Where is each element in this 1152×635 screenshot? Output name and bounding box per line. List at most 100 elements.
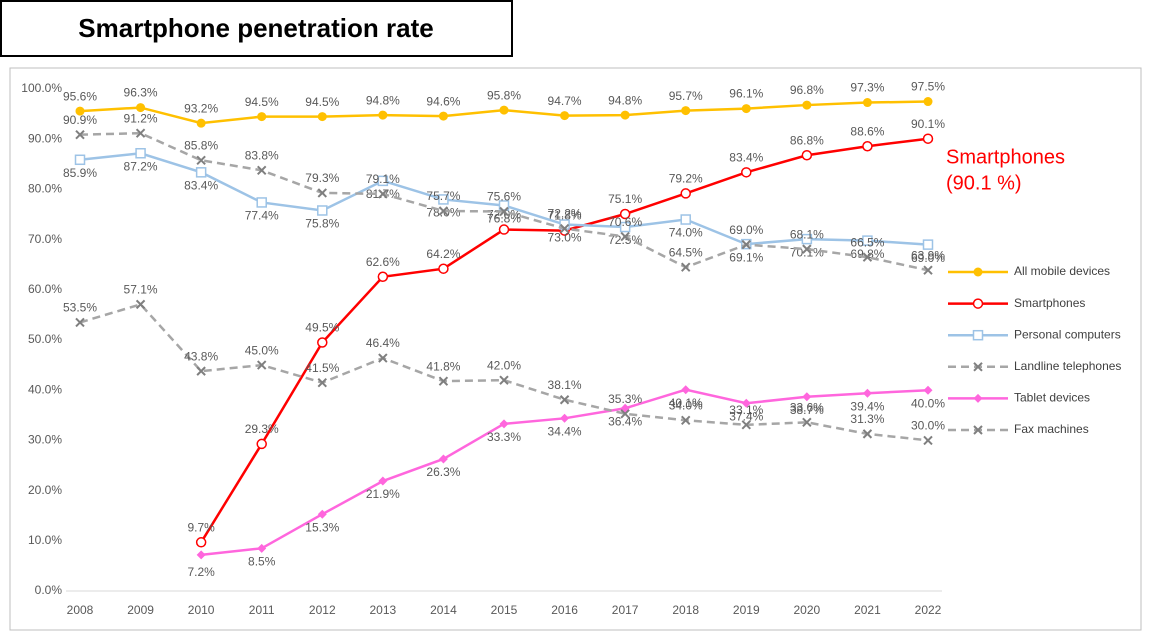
legend-label: Tablet devices: [1014, 391, 1090, 405]
marker: [378, 476, 388, 486]
marker: [923, 385, 933, 395]
legend-item: Personal computers: [948, 327, 1121, 341]
legend-item: Tablet devices: [948, 391, 1090, 405]
data-label: 9.7%: [187, 520, 215, 534]
data-label: 94.6%: [426, 94, 460, 108]
data-label: 94.5%: [245, 95, 279, 109]
marker: [862, 235, 873, 246]
marker: [620, 231, 630, 242]
marker: [317, 205, 328, 216]
legend-label: Fax machines: [1014, 422, 1089, 436]
data-label: 64.5%: [669, 245, 703, 259]
y-tick-label: 10.0%: [28, 533, 62, 547]
data-label: 94.5%: [305, 95, 339, 109]
data-label: 85.8%: [184, 138, 218, 152]
legend-item: Fax machines: [948, 422, 1089, 436]
legend-label: All mobile devices: [1014, 264, 1110, 278]
legend-item: Smartphones: [948, 296, 1085, 310]
data-label: 95.6%: [63, 89, 97, 103]
marker: [560, 111, 570, 121]
data-label: 34.4%: [548, 424, 582, 438]
data-label: 38.7%: [790, 403, 824, 417]
marker: [973, 425, 983, 435]
marker: [862, 140, 873, 152]
data-label: 66.5%: [850, 235, 884, 249]
data-label: 94.8%: [608, 93, 642, 107]
marker: [256, 197, 267, 208]
data-label: 57.1%: [124, 283, 158, 297]
data-label: 83.4%: [729, 151, 763, 165]
data-label: 39.4%: [850, 399, 884, 413]
data-label: 72.2%: [548, 207, 582, 221]
data-label: 45.0%: [245, 343, 279, 357]
marker: [136, 103, 146, 113]
marker: [862, 388, 872, 398]
legend-label: Personal computers: [1014, 327, 1121, 341]
x-tick-label: 2016: [551, 603, 578, 617]
x-tick-label: 2008: [67, 603, 94, 617]
marker: [196, 366, 206, 376]
data-label: 34.0%: [669, 398, 703, 412]
marker: [973, 362, 983, 372]
marker: [619, 221, 631, 233]
marker: [317, 509, 327, 519]
data-label: 83.8%: [245, 148, 279, 162]
legend-item: Landline telephones: [948, 359, 1121, 373]
data-label: 69.0%: [729, 223, 763, 237]
data-label: 71.8%: [548, 209, 582, 223]
data-label: 64.2%: [426, 247, 460, 261]
marker: [438, 194, 449, 205]
x-tick-label: 2015: [491, 603, 518, 617]
data-label: 96.8%: [790, 83, 824, 97]
data-label: 96.3%: [124, 86, 158, 100]
y-tick-label: 60.0%: [28, 282, 62, 296]
marker: [499, 419, 509, 429]
marker: [498, 200, 510, 211]
marker: [681, 385, 691, 395]
data-label: 63.9%: [911, 248, 945, 262]
marker: [741, 398, 751, 408]
data-label: 75.7%: [426, 189, 460, 203]
marker: [257, 360, 267, 370]
x-tick-label: 2022: [915, 603, 942, 617]
marker: [377, 271, 389, 282]
x-tick-label: 2018: [672, 603, 699, 617]
title-box: [0, 0, 513, 57]
y-tick-label: 90.0%: [28, 131, 62, 145]
marker: [135, 299, 146, 310]
marker: [75, 129, 85, 140]
data-label: 79.2%: [669, 172, 703, 186]
data-label: 90.9%: [63, 113, 97, 127]
marker: [620, 110, 630, 120]
marker: [801, 233, 813, 245]
series-line: [79, 131, 929, 272]
marker: [499, 206, 509, 217]
marker: [741, 104, 751, 114]
marker: [378, 189, 388, 199]
marker: [802, 392, 812, 402]
data-label: 73.0%: [548, 231, 582, 245]
marker: [862, 252, 873, 262]
marker: [317, 337, 328, 348]
data-label: 26.3%: [426, 465, 460, 479]
data-label: 38.1%: [548, 378, 582, 392]
marker: [973, 393, 983, 403]
marker: [317, 112, 327, 122]
marker: [862, 98, 872, 108]
series-line: [200, 137, 929, 543]
marker: [620, 409, 630, 419]
marker: [923, 97, 933, 107]
marker: [741, 420, 751, 430]
marker: [438, 206, 449, 216]
data-label: 96.1%: [729, 87, 763, 101]
x-tick-label: 2020: [794, 603, 821, 617]
marker: [862, 429, 873, 439]
marker: [680, 214, 691, 225]
marker: [680, 188, 691, 199]
data-label: 33.6%: [790, 400, 824, 414]
data-label: 83.4%: [184, 179, 218, 193]
annotation: (90.1 %): [946, 172, 1022, 194]
x-tick-label: 2017: [612, 603, 639, 617]
data-label: 75.6%: [487, 190, 521, 204]
